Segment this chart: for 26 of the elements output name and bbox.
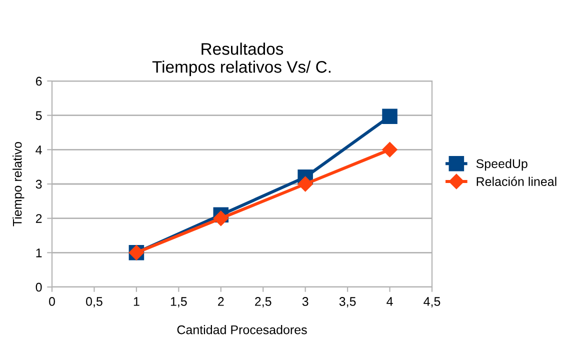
y-tick-label: 1: [36, 248, 42, 258]
y-tick-label: 3: [36, 180, 42, 189]
chart-title: Resultados Tiempos relativos Vs/ C.: [152, 42, 330, 76]
y-axis-title: Tiempo relativo: [12, 142, 24, 226]
y-tick-label: 5: [36, 111, 42, 120]
y-tick-label: 6: [36, 76, 42, 86]
y-tick-label: 0: [36, 282, 42, 292]
point: [382, 108, 398, 124]
x-tick-label: 0,5: [86, 297, 102, 308]
point: [213, 210, 228, 226]
x-tick-label: 4: [386, 297, 393, 306]
y-tick-label: 2: [36, 214, 42, 223]
x-tick-label: 2,5: [255, 297, 272, 308]
x-tick-label: 1,5: [170, 297, 187, 308]
legend-label: Relación lineal: [476, 176, 556, 186]
x-tick-label: 0: [49, 297, 55, 306]
legend-label: SpeedUp: [476, 158, 528, 171]
x-tick-label: 1: [134, 297, 140, 306]
x-tick-label: 3,5: [339, 297, 356, 308]
x-tick-label: 2: [218, 297, 224, 306]
x-tick-label: 4,5: [424, 297, 440, 308]
x-axis-title: Cantidad Procesadores: [177, 325, 307, 334]
y-tick-label: 4: [36, 146, 42, 154]
point: [298, 176, 313, 192]
x-tick-label: 3: [302, 297, 308, 306]
point: [382, 142, 398, 158]
